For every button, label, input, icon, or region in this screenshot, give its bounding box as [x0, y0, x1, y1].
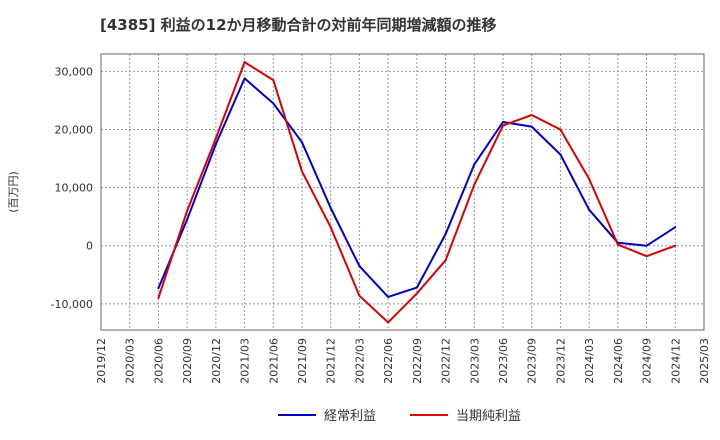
x-axis-ticks: 2019/12 2020/03 2020/06 2020/09 2020/12 2021/…: [95, 338, 711, 384]
data-point: [473, 163, 476, 166]
data-point: [530, 114, 533, 117]
data-point: [157, 297, 160, 300]
data-point: [530, 125, 533, 128]
data-point: [674, 244, 677, 247]
x-tick-label: 2020/03: [124, 338, 137, 384]
x-tick-label: 2022/06: [382, 338, 395, 384]
data-point: [272, 102, 275, 105]
x-tick-label: 2022/09: [411, 338, 424, 384]
y-tick-label: 10,000: [55, 182, 94, 195]
data-point: [588, 177, 591, 180]
data-point: [674, 226, 677, 229]
y-tick-label: 20,000: [55, 124, 94, 137]
data-point: [645, 244, 648, 247]
data-point: [502, 120, 504, 123]
x-tick-label: 2023/03: [468, 338, 481, 384]
data-point: [214, 143, 217, 146]
data-point: [444, 233, 447, 236]
x-tick-label: 2023/06: [497, 338, 510, 384]
x-tick-label: 2024/09: [641, 338, 654, 384]
y-axis-label: (百万円): [7, 171, 20, 213]
x-tick-label: 2024/12: [669, 338, 682, 384]
data-point: [186, 218, 189, 221]
x-tick-label: 2019/12: [95, 338, 108, 384]
series-lines: [157, 61, 677, 324]
y-tick-label: 30,000: [55, 65, 94, 78]
data-point: [186, 209, 189, 212]
x-tick-label: 2024/06: [612, 338, 625, 384]
x-tick-label: 2020/09: [181, 338, 194, 384]
chart-title: [4385] 利益の12か月移動合計の対前年同期増減額の推移: [100, 16, 497, 34]
data-point: [415, 286, 418, 289]
legend-label: 当期純利益: [456, 409, 521, 424]
y-axis-ticks: -10,000 0 10,000 20,000 30,000: [51, 65, 93, 310]
x-tick-label: 2024/03: [583, 338, 596, 384]
x-tick-label: 2025/03: [698, 338, 711, 384]
data-point: [301, 170, 303, 173]
y-tick-label: 0: [86, 240, 93, 253]
data-point: [329, 206, 332, 209]
data-point: [588, 208, 591, 211]
legend: 経常利益 当期純利益: [278, 409, 521, 424]
x-tick-label: 2022/12: [440, 338, 453, 384]
data-point: [616, 243, 619, 246]
data-point: [301, 141, 303, 144]
x-tick-label: 2021/06: [267, 338, 280, 384]
data-point: [502, 124, 504, 127]
y-tick-label: -10,000: [51, 298, 93, 311]
data-point: [473, 183, 476, 186]
x-tick-label: 2022/03: [353, 338, 366, 384]
plot-area: [100, 53, 705, 331]
data-point: [358, 265, 361, 268]
x-tick-label: 2020/12: [210, 338, 223, 384]
data-point: [243, 61, 246, 64]
data-point: [645, 255, 648, 258]
x-tick-label: 2023/09: [526, 338, 539, 384]
x-tick-label: 2023/12: [554, 338, 567, 384]
data-point: [329, 226, 332, 229]
data-point: [444, 259, 447, 262]
x-tick-label: 2021/12: [325, 338, 338, 384]
data-point: [243, 77, 246, 80]
data-point: [214, 137, 217, 140]
data-point: [559, 153, 562, 156]
data-point: [387, 295, 390, 298]
data-point: [272, 79, 275, 82]
x-tick-label: 2021/09: [296, 338, 309, 384]
data-point: [387, 321, 390, 324]
data-point: [415, 292, 418, 295]
data-point: [559, 128, 562, 131]
x-tick-label: 2020/06: [152, 338, 165, 384]
legend-label: 経常利益: [324, 409, 376, 424]
x-tick-label: 2021/03: [239, 338, 252, 384]
data-point: [157, 287, 160, 290]
grid-lines: [101, 54, 704, 330]
data-point: [358, 294, 361, 297]
